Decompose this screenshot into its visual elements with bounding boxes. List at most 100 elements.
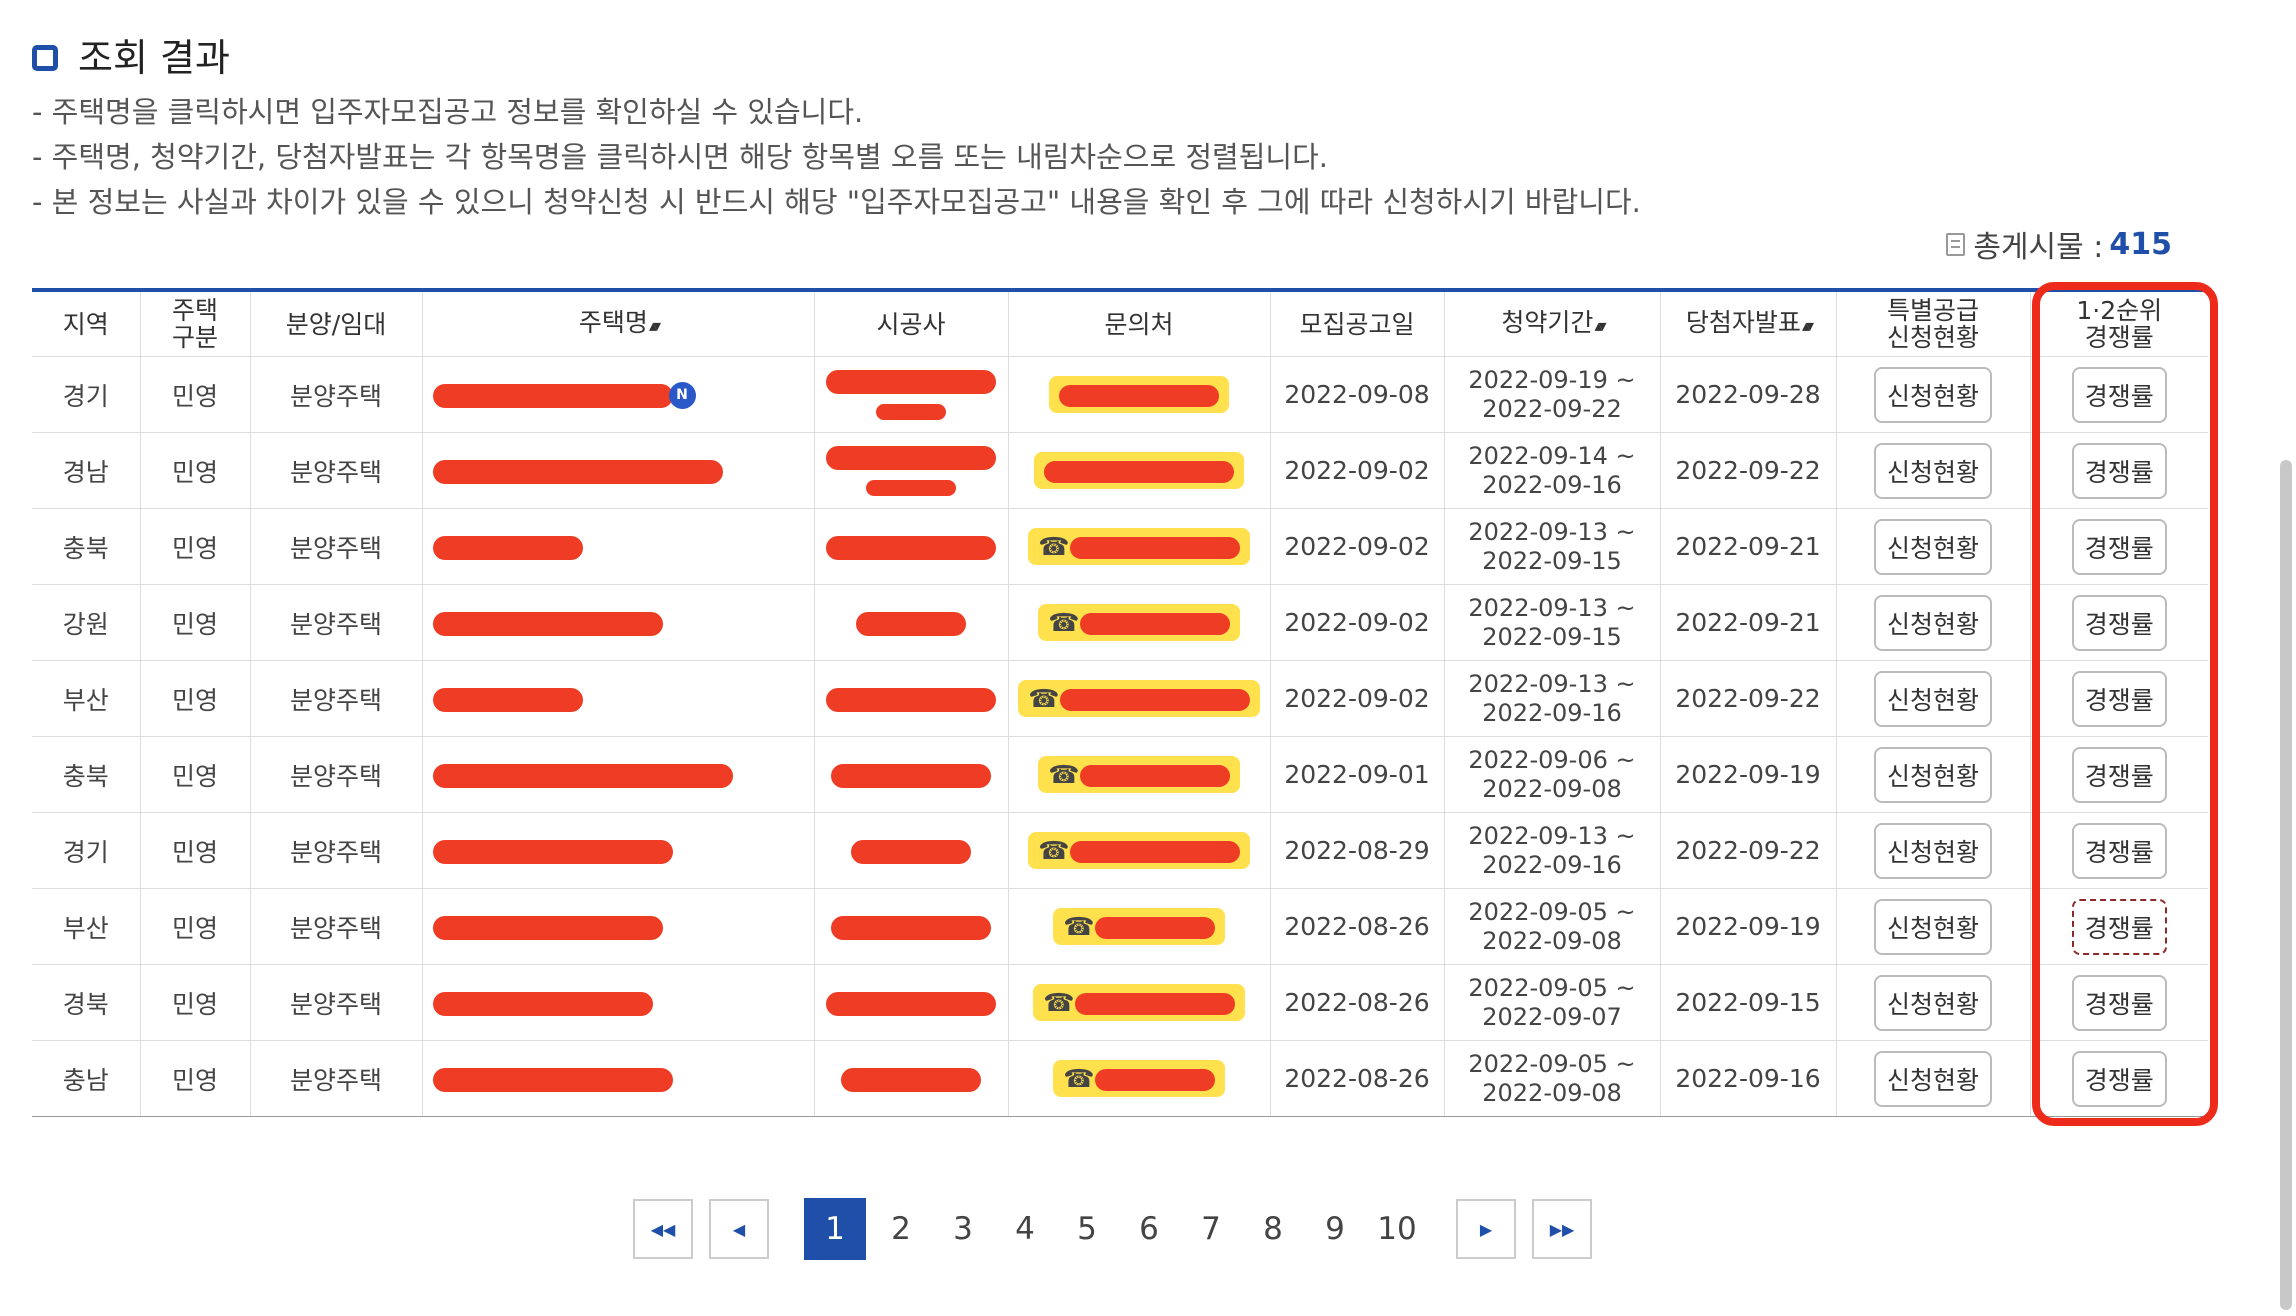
prev-page-button[interactable]: ◀ xyxy=(709,1199,769,1259)
header-period-sort[interactable]: 청약기간 xyxy=(1444,290,1661,357)
cell-special: 신청현황 xyxy=(1836,888,2031,965)
status-button[interactable]: 신청현황 xyxy=(1873,822,1992,879)
cell-house-name-link[interactable] xyxy=(422,432,815,509)
page-5-link[interactable]: 5 xyxy=(1077,1211,1097,1247)
cell-contact: ☎ xyxy=(1008,736,1271,813)
cell-house-name-link[interactable] xyxy=(422,584,815,661)
phone-contact: ☎ xyxy=(1033,984,1245,1021)
redacted-house-name xyxy=(432,840,673,864)
page-3-link[interactable]: 3 xyxy=(953,1211,973,1247)
cell-period: 2022-09-05 ~2022-09-07 xyxy=(1444,964,1661,1041)
cell-house-name-link[interactable] xyxy=(422,736,815,813)
cell-notice-date: 2022-09-02 xyxy=(1270,660,1445,737)
phone-icon: ☎ xyxy=(1063,912,1095,941)
period-end: 2022-09-08 xyxy=(1482,926,1622,955)
page-6-link[interactable]: 6 xyxy=(1139,1211,1159,1247)
page-7-link[interactable]: 7 xyxy=(1201,1211,1221,1247)
page-10-link[interactable]: 10 xyxy=(1377,1211,1417,1247)
competition-rate-button[interactable]: 경쟁률 xyxy=(2071,518,2167,575)
cell-sale: 분양주택 xyxy=(250,1040,423,1117)
cell-special: 신청현황 xyxy=(1836,736,2031,813)
competition-rate-button[interactable]: 경쟁률 xyxy=(2071,366,2167,423)
next-page-button[interactable]: ▶ xyxy=(1456,1199,1516,1259)
cell-house-name-link[interactable]: N xyxy=(422,356,815,433)
period-end: 2022-09-16 xyxy=(1482,470,1622,499)
competition-rate-button[interactable]: 경쟁률 xyxy=(2071,670,2167,727)
scrollbar-thumb[interactable] xyxy=(2280,460,2292,1310)
cell-house-name-link[interactable] xyxy=(422,508,815,585)
cell-winner-date: 2022-09-22 xyxy=(1660,660,1837,737)
table-row: 경남 민영 분양주택 2022-09-02 2022-09-14 ~2022-09-16… xyxy=(32,432,2208,509)
redacted-phone xyxy=(1074,993,1235,1015)
status-button[interactable]: 신청현황 xyxy=(1873,594,1992,651)
cell-period: 2022-09-14 ~2022-09-16 xyxy=(1444,432,1661,509)
redacted-house-name xyxy=(432,1068,673,1092)
competition-rate-button[interactable]: 경쟁률 xyxy=(2071,1050,2167,1107)
period-start: 2022-09-13 ~ xyxy=(1468,517,1636,546)
page-1-link[interactable]: 1 xyxy=(804,1198,866,1260)
redacted-house-name xyxy=(432,460,723,484)
first-page-button[interactable]: ◀◀ xyxy=(633,1199,693,1259)
page-2-link[interactable]: 2 xyxy=(891,1211,911,1247)
cell-sale: 분양주택 xyxy=(250,584,423,661)
cell-rate: 경쟁률 xyxy=(2030,812,2208,889)
cell-builder xyxy=(814,660,1009,737)
status-button[interactable]: 신청현황 xyxy=(1873,746,1992,803)
status-button[interactable]: 신청현황 xyxy=(1873,442,1992,499)
phone-contact: ☎ xyxy=(1053,908,1225,945)
redacted-builder xyxy=(826,688,996,712)
competition-rate-button[interactable]: 경쟁률 xyxy=(2071,974,2167,1031)
phone-contact xyxy=(1049,376,1229,413)
period-start: 2022-09-13 ~ xyxy=(1468,593,1636,622)
cell-region: 경기 xyxy=(32,812,141,889)
phone-icon: ☎ xyxy=(1038,836,1070,865)
redacted-house-name xyxy=(432,383,673,408)
competition-rate-button[interactable]: 경쟁률 xyxy=(2071,442,2167,499)
page-4-link[interactable]: 4 xyxy=(1015,1211,1035,1247)
period-start: 2022-09-05 ~ xyxy=(1468,1049,1636,1078)
cell-region: 충남 xyxy=(32,1040,141,1117)
cell-region: 경남 xyxy=(32,432,141,509)
table-row: 강원 민영 분양주택 ☎ 2022-09-02 2022-09-13 ~2022-09-1… xyxy=(32,584,2208,661)
header-name-sort[interactable]: 주택명 xyxy=(422,290,815,357)
chevron-left-icon: ◀ xyxy=(732,1219,746,1239)
competition-rate-button[interactable]: 경쟁률 xyxy=(2071,746,2167,803)
cell-region: 경기 xyxy=(32,356,141,433)
status-button[interactable]: 신청현황 xyxy=(1873,366,1992,423)
status-button[interactable]: 신청현황 xyxy=(1873,898,1992,955)
cell-special: 신청현황 xyxy=(1836,812,2031,889)
cell-sale: 분양주택 xyxy=(250,812,423,889)
redacted-builder xyxy=(876,403,946,420)
cell-house-name-link[interactable] xyxy=(422,888,815,965)
period-end: 2022-09-08 xyxy=(1482,1078,1622,1107)
cell-special: 신청현황 xyxy=(1836,964,2031,1041)
last-page-button[interactable]: ▶▶ xyxy=(1532,1199,1592,1259)
status-button[interactable]: 신청현황 xyxy=(1873,518,1992,575)
redacted-phone xyxy=(1079,765,1230,787)
competition-rate-button[interactable]: 경쟁률 xyxy=(2071,594,2167,651)
cell-rate: 경쟁률 xyxy=(2030,356,2208,433)
cell-house-name-link[interactable] xyxy=(422,660,815,737)
cell-winner-date: 2022-09-22 xyxy=(1660,812,1837,889)
cell-type: 민영 xyxy=(140,736,251,813)
cell-sale: 분양주택 xyxy=(250,356,423,433)
phone-contact: ☎ xyxy=(1053,1060,1225,1097)
cell-special: 신청현황 xyxy=(1836,584,2031,661)
cell-type: 민영 xyxy=(140,964,251,1041)
cell-rate: 경쟁률 xyxy=(2030,660,2208,737)
page-8-link[interactable]: 8 xyxy=(1263,1211,1283,1247)
status-button[interactable]: 신청현황 xyxy=(1873,670,1992,727)
section-title-text: 조회 결과 xyxy=(78,35,230,80)
redacted-builder xyxy=(826,536,996,560)
cell-house-name-link[interactable] xyxy=(422,964,815,1041)
cell-builder xyxy=(814,888,1009,965)
cell-house-name-link[interactable] xyxy=(422,812,815,889)
page-9-link[interactable]: 9 xyxy=(1325,1211,1345,1247)
status-button[interactable]: 신청현황 xyxy=(1873,1050,1992,1107)
status-button[interactable]: 신청현황 xyxy=(1873,974,1992,1031)
header-winner-sort[interactable]: 당첨자발표 xyxy=(1660,290,1837,357)
cell-house-name-link[interactable] xyxy=(422,1040,815,1117)
competition-rate-button[interactable]: 경쟁률 xyxy=(2071,898,2167,955)
phone-icon: ☎ xyxy=(1048,760,1080,789)
competition-rate-button[interactable]: 경쟁률 xyxy=(2071,822,2167,879)
